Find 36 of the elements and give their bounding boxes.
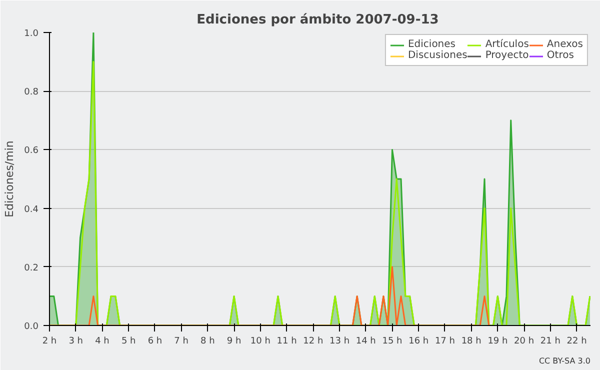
legend-label: Ediciones [408,39,456,50]
y-tick-label: 0.0 [24,322,39,332]
legend-label: Proyecto [485,50,529,61]
y-tick-label: 0.6 [24,146,39,156]
legend-label: Artículos [485,39,529,50]
x-tick-label: 6 h [148,336,162,346]
x-tick-label: 20 h [514,336,534,346]
chart-title: Ediciones por ámbito 2007-09-13 [196,12,439,28]
x-tick-label: 17 h [434,336,455,346]
x-tick-label: 22 h [566,336,587,346]
x-tick-label: 10 h [250,336,270,346]
x-tick-label: 7 h [174,336,188,346]
x-tick-label: 13 h [330,336,350,346]
x-tick-label: 4 h [95,336,110,346]
x-tick-label: 5 h [121,336,136,346]
x-tick-label: 3 h [68,336,84,346]
x-tick-label: 21 h [540,336,560,346]
y-tick-label: 0.2 [24,263,39,274]
legend-label: Discusiones [408,50,468,61]
y-tick-label: 0.8 [24,88,39,98]
legend-label: Anexos [546,39,583,50]
x-tick-label: 8 h [200,336,215,346]
x-tick-label: 19 h [488,336,508,346]
y-tick-label: 1.0 [24,29,39,39]
legend-label: Otros [546,50,574,61]
x-tick-label: 12 h [303,336,324,346]
x-tick-label: 15 h [382,336,402,346]
y-axis-title: Ediciones/min [3,140,16,218]
y-tick-label: 0.4 [24,204,39,215]
x-tick-label: 16 h [408,336,429,346]
text: CC BY-SA 3.0 [538,356,591,366]
x-tick-label: 11 h [276,336,297,346]
x-tick-label: 14 h [356,336,376,346]
x-tick-label: 9 h [226,336,242,346]
x-tick-label: 2 h [42,336,57,346]
x-tick-label: 18 h [461,336,482,346]
